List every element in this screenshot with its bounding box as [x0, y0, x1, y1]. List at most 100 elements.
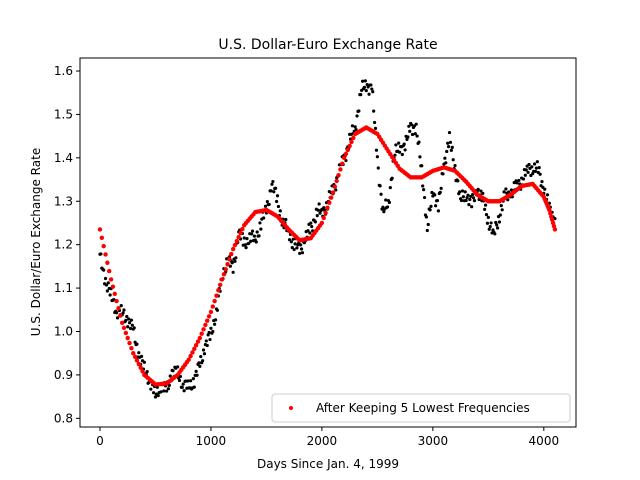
- y-tick-label: 1.5: [54, 107, 73, 121]
- raw-data-point: [213, 318, 218, 322]
- filtered-data-point: [341, 155, 347, 161]
- filtered-data-point: [136, 361, 142, 367]
- filtered-data-point: [323, 210, 328, 216]
- raw-data-point: [181, 382, 185, 386]
- raw-data-point: [357, 109, 361, 113]
- filtered-data-point: [127, 340, 132, 346]
- raw-data-point: [507, 190, 511, 194]
- raw-data-point: [258, 221, 262, 225]
- raw-data-point: [167, 383, 171, 387]
- raw-data-point: [270, 182, 274, 186]
- raw-data-point: [446, 145, 451, 149]
- raw-data-point: [126, 325, 130, 329]
- raw-data-point: [400, 152, 404, 157]
- filtered-data-point: [188, 353, 193, 359]
- raw-data-point: [467, 203, 471, 207]
- raw-data-point: [483, 203, 488, 207]
- filtered-data-point: [132, 354, 138, 360]
- raw-data-point: [289, 240, 293, 244]
- raw-data-point: [102, 268, 106, 272]
- filtered-data-point: [114, 298, 119, 304]
- raw-data-point: [269, 189, 273, 193]
- raw-data-point: [362, 85, 367, 89]
- raw-data-point: [464, 198, 468, 203]
- raw-data-point: [242, 236, 246, 240]
- raw-data-point: [299, 247, 304, 251]
- filtered-data-point: [221, 272, 227, 277]
- raw-data-point: [124, 318, 128, 322]
- raw-data-point: [523, 173, 527, 177]
- raw-data-point: [204, 339, 208, 343]
- raw-data-point: [373, 120, 377, 125]
- raw-data-point: [418, 155, 422, 159]
- raw-data-point: [199, 354, 203, 359]
- filtered-data-point: [208, 309, 214, 315]
- filtered-data-point: [105, 260, 110, 265]
- raw-data-point: [410, 132, 415, 137]
- raw-data-point: [489, 221, 493, 225]
- raw-data-point: [472, 199, 477, 203]
- raw-data-point: [433, 193, 437, 197]
- raw-data-point: [182, 389, 186, 393]
- chart-title: U.S. Dollar-Euro Exchange Rate: [218, 37, 437, 53]
- raw-data-point: [250, 229, 255, 233]
- raw-data-point: [228, 264, 232, 268]
- filtered-data-point: [123, 330, 129, 336]
- raw-data-point: [367, 92, 371, 96]
- filtered-data-point: [134, 358, 140, 363]
- raw-data-point: [231, 270, 235, 274]
- raw-data-point: [545, 193, 550, 197]
- raw-data-point: [393, 153, 397, 157]
- raw-data-point: [322, 206, 326, 210]
- raw-data-point: [272, 190, 276, 194]
- filtered-data-point: [332, 184, 338, 189]
- raw-data-point: [504, 187, 508, 191]
- raw-data-point: [517, 178, 521, 183]
- filtered-data-point: [210, 304, 215, 309]
- series-layer: [97, 79, 558, 399]
- y-axis: 0.8 0.9 1.0 1.1 1.2 1.3 1.4 1.5 1.6: [54, 64, 80, 425]
- filtered-data-point: [118, 313, 123, 318]
- raw-data-point: [162, 389, 166, 393]
- raw-data-point: [180, 385, 184, 390]
- filtered-data-point: [328, 195, 334, 200]
- raw-data-point: [360, 79, 365, 83]
- raw-data-point: [299, 243, 303, 247]
- filtered-data-point: [129, 345, 134, 351]
- filtered-data-point: [108, 277, 114, 282]
- raw-data-point: [407, 124, 411, 128]
- raw-data-point: [145, 370, 149, 374]
- raw-data-point: [317, 202, 321, 206]
- filtered-data-point: [99, 235, 105, 240]
- raw-data-point: [468, 197, 472, 202]
- raw-data-point: [500, 208, 504, 212]
- filtered-data-point: [192, 346, 197, 352]
- y-tick-label: 1.2: [54, 238, 73, 252]
- raw-data-point: [524, 168, 528, 172]
- raw-data-point: [414, 122, 418, 126]
- raw-data-point: [159, 390, 163, 394]
- raw-data-point: [481, 191, 485, 196]
- filtered-data-point: [219, 277, 225, 282]
- filtered-data-point: [203, 322, 208, 328]
- raw-data-point: [188, 379, 193, 383]
- raw-data-point: [486, 215, 490, 220]
- raw-data-point: [142, 360, 146, 364]
- filtered-data-point: [110, 284, 116, 289]
- raw-data-point: [191, 377, 195, 381]
- raw-data-point: [375, 155, 379, 159]
- raw-data-point: [371, 90, 375, 94]
- raw-data-point: [276, 204, 281, 209]
- raw-data-point: [384, 198, 388, 202]
- raw-data-point: [476, 187, 480, 191]
- raw-data-point: [198, 364, 202, 368]
- filtered-data-point: [140, 369, 145, 374]
- raw-data-point: [369, 83, 373, 87]
- raw-data-point: [515, 181, 519, 185]
- raw-data-point: [494, 220, 498, 225]
- legend-entry: After Keeping 5 Lowest Frequencies: [316, 401, 530, 415]
- raw-data-point: [459, 198, 464, 203]
- raw-data-point: [499, 204, 503, 208]
- raw-data-point: [155, 385, 159, 389]
- legend-marker: [289, 406, 293, 410]
